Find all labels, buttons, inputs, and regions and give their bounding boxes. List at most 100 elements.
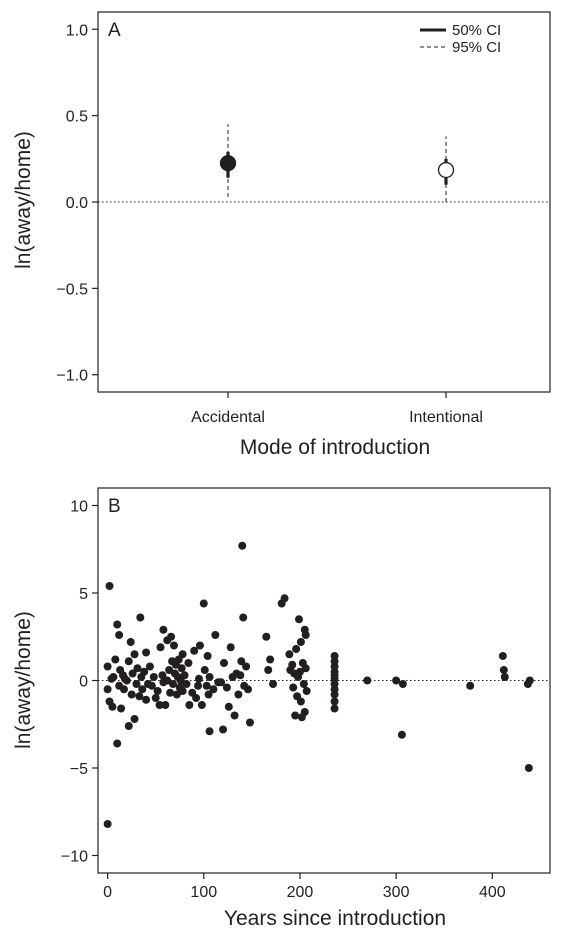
data-point [158,671,167,680]
data-point [124,722,133,730]
data-point [190,646,199,655]
data-point [236,671,245,680]
panel-b-y-axis: 10 5 0 −5 −10 [61,499,98,866]
x-tick-label: Accidental [191,409,265,426]
data-point [292,645,301,653]
x-tick-label: Intentional [409,409,483,426]
panel-a-y-axis-title: ln(away/home) [12,131,35,269]
data-point [178,650,187,659]
data-point [230,711,239,720]
data-point [203,652,212,660]
y-tick-label: −1.0 [56,368,88,385]
data-point [269,680,278,688]
legend-95ci-label: 95% CI [452,39,501,56]
data-point [138,685,147,694]
data-point [105,582,114,590]
data-point [291,711,300,720]
data-point [197,701,206,709]
data-point [237,657,246,666]
panel-b-x-axis-title: Years since introduction [224,907,446,930]
y-tick-label: 0.0 [66,195,88,212]
data-point [136,613,145,622]
data-point [103,662,112,671]
panel-a-estimates [219,124,455,202]
data-point [194,674,203,683]
data-point [182,680,191,688]
data-point [156,643,165,652]
data-point [239,613,248,622]
estimate-point [437,161,455,179]
data-point [153,687,162,695]
data-point [262,632,271,641]
data-point [128,669,137,678]
data-point [113,620,122,629]
data-point [238,541,247,550]
data-point [200,666,209,674]
data-point [124,657,133,666]
data-point [184,659,193,667]
data-point [132,680,141,688]
data-point [397,730,406,739]
data-point [194,681,203,690]
data-point [300,708,309,716]
y-tick-label: 10 [70,499,88,516]
data-point [296,697,305,706]
data-point [330,690,339,699]
data-point [205,673,214,681]
data-point [285,650,294,659]
data-point [113,739,122,748]
panel-b-chart: B 10 5 0 −5 −10 0 100 200 300 400 Years since in… [12,487,551,930]
data-point [219,725,228,734]
data-point [242,662,251,671]
data-point [280,594,289,603]
data-point [142,695,151,704]
data-point [219,659,228,667]
data-point [199,599,208,608]
data-point [109,673,118,681]
data-point [266,655,275,664]
data-point [192,694,201,702]
data-point [178,687,187,695]
data-point [142,648,151,657]
data-point [195,641,204,650]
data-point [127,690,136,699]
data-point [180,671,189,680]
y-tick-label: 5 [79,586,88,603]
panel-a-y-axis: 1.0 0.5 0.0 −0.5 −1.0 [56,22,98,385]
data-point [330,704,339,713]
data-point [145,662,154,671]
data-point [130,715,139,723]
data-point [169,680,178,688]
data-point [204,690,213,699]
x-tick-label: 0 [103,884,112,901]
data-point [119,685,128,694]
data-point [226,643,235,652]
x-tick-label: 200 [287,884,314,901]
data-point [498,652,507,660]
data-point [155,701,164,709]
data-point [122,676,131,685]
data-point [288,660,297,669]
data-point [169,641,178,650]
data-point [130,650,139,659]
data-point [163,676,172,685]
data-point [185,701,194,709]
data-point [524,764,533,772]
data-point [177,664,186,673]
data-point [205,727,214,736]
panel-a-chart: A 1.0 0.5 0.0 −0.5 −1.0 Accidental Intentiona… [12,11,551,459]
data-point [330,697,339,706]
x-tick-label: 100 [190,884,217,901]
legend-50ci-label: 50% CI [452,22,501,39]
data-point [299,680,308,688]
data-point [217,678,226,687]
data-point [392,676,401,685]
data-point [234,690,243,699]
data-point [466,681,475,690]
panel-a-x-axis-title: Mode of introduction [240,436,430,459]
estimate-point [219,154,237,172]
data-point [133,664,142,673]
panel-a-legend: 50% CI 95% CI [420,22,501,56]
data-point [165,666,174,674]
